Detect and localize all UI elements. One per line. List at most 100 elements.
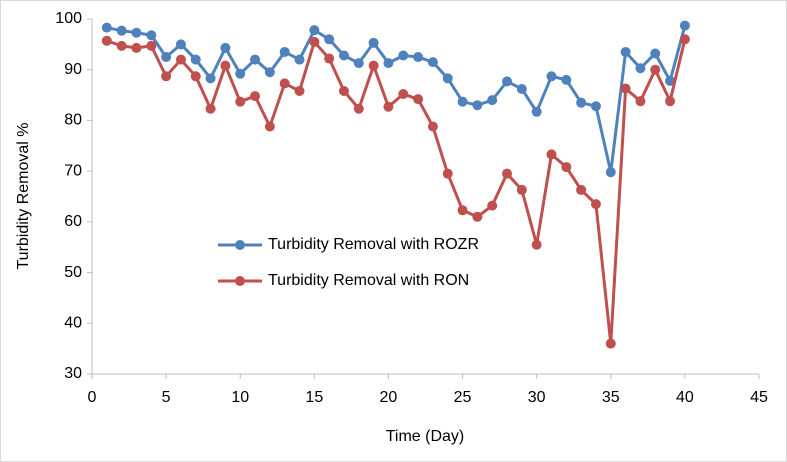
data-point [635,96,646,107]
data-point [324,34,335,45]
data-point [368,60,379,71]
legend-label: Turbidity Removal with RON [268,272,469,289]
data-point [279,78,290,89]
data-point [620,46,631,57]
data-point [190,71,201,82]
data-point [487,200,498,211]
data-point [353,103,364,114]
data-point [427,121,438,132]
legend-marker [235,276,245,286]
data-point [665,96,676,107]
data-point [576,184,587,195]
y-tick-label: 90 [64,61,82,78]
data-point [502,168,513,179]
data-point [264,121,275,132]
data-point [620,83,631,94]
data-point [398,89,409,100]
x-tick-label: 15 [305,389,323,406]
data-point [279,46,290,57]
data-point [220,60,231,71]
data-point [679,34,690,45]
data-point [101,22,112,33]
y-tick-label: 30 [64,365,82,382]
data-point [383,58,394,69]
data-point [650,48,661,59]
y-tick-label: 70 [64,162,82,179]
data-point [116,25,127,36]
data-point [250,91,261,102]
data-point [220,42,231,53]
data-point [442,168,453,179]
series-line [106,25,687,174]
data-point [635,63,646,74]
data-point [472,100,483,111]
data-point [457,205,468,216]
data-point [235,68,246,79]
x-tick-label: 0 [88,389,97,406]
data-point [205,103,216,114]
data-point [338,86,349,97]
data-point [353,58,364,69]
data-point [531,106,542,117]
data-point [161,52,172,63]
x-tick-label: 35 [602,389,620,406]
x-axis-title: Time (Day) [386,428,465,445]
y-tick-label: 40 [64,315,82,332]
data-point [605,338,616,349]
data-point [175,54,186,65]
data-point [516,184,527,195]
data-point [650,64,661,75]
x-tick-label: 20 [380,389,398,406]
legend-label: Turbidity Removal with ROZR [268,236,479,253]
x-tick-label: 30 [528,389,546,406]
y-tick-label: 60 [64,213,82,230]
data-point [383,101,394,112]
data-point [427,57,438,68]
data-point [368,37,379,48]
y-axis-title: Turbidity Removal % [15,122,32,269]
data-point [561,74,572,85]
data-point [546,149,557,160]
data-point [205,73,216,84]
data-point [264,67,275,78]
data-point [294,54,305,65]
data-point [116,40,127,51]
data-point [324,53,335,64]
data-point [679,20,690,31]
data-point [309,36,320,47]
data-point [442,73,453,84]
data-point [487,95,498,106]
data-point [590,101,601,112]
x-tick-label: 5 [162,389,171,406]
data-point [338,50,349,61]
x-tick-label: 25 [454,389,472,406]
data-point [561,162,572,173]
y-tick-label: 80 [64,112,82,129]
data-point [146,30,157,41]
y-tick-label: 50 [64,264,82,281]
data-point [457,96,468,107]
data-point [398,50,409,61]
data-point [294,86,305,97]
x-tick-label: 10 [231,389,249,406]
data-point [546,71,557,82]
data-point [175,39,186,50]
data-point [605,167,616,178]
data-point [161,71,172,82]
x-tick-label: 40 [676,389,694,406]
y-tick-label: 100 [55,10,82,27]
data-point [309,25,320,36]
x-tick-label: 45 [750,389,768,406]
data-point [502,76,513,87]
data-point [576,97,587,108]
data-point [413,52,424,63]
data-point [131,27,142,38]
data-point [250,54,261,65]
data-point [235,96,246,107]
data-point [413,94,424,105]
data-point [516,83,527,94]
data-point [590,199,601,210]
data-point [190,54,201,65]
